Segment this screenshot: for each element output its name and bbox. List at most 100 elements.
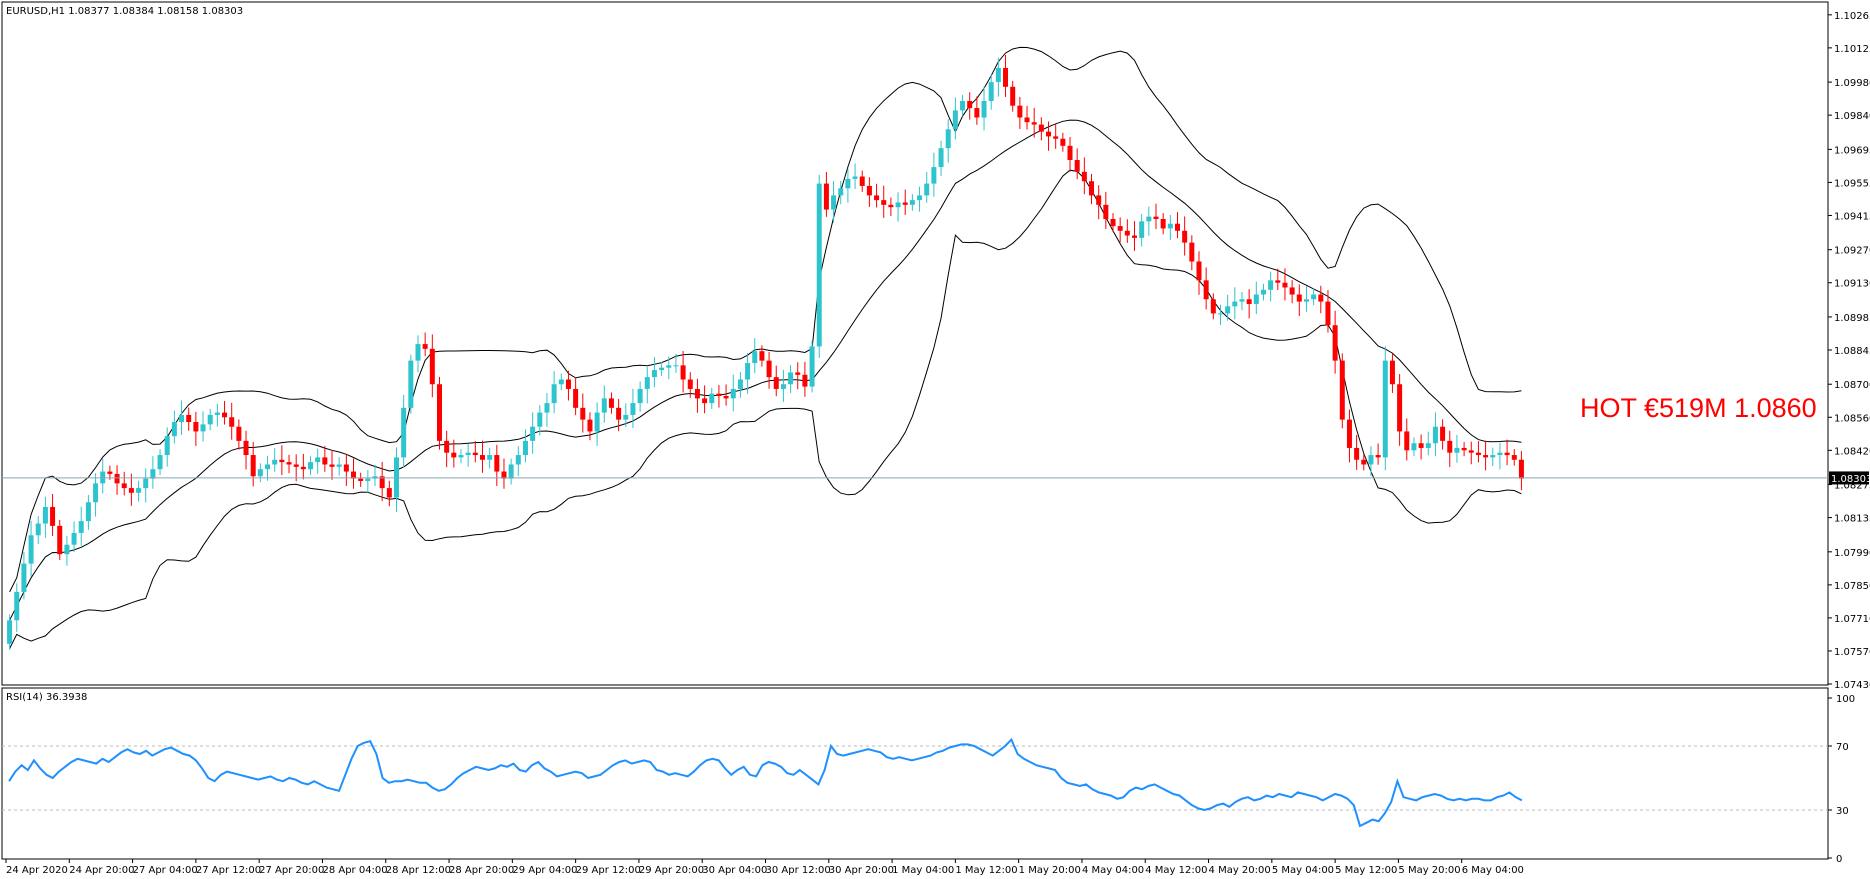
candle-body [766,360,772,378]
candle-body [1397,384,1403,432]
bb-middle-band [9,119,1522,621]
time-tick-label: 24 Apr 2020 [6,865,68,876]
candle-body [1103,204,1109,219]
candle-body [988,82,994,101]
candle-body [1017,105,1023,118]
candle-body [888,204,894,208]
candle-body [945,129,951,149]
rsi-series-line [8,737,1523,828]
price-tick-label: 1.07710 [1834,614,1870,625]
candle-body [709,393,715,404]
time-tick-label: 27 Apr 04:00 [133,865,198,876]
candle-body [1182,230,1188,243]
candle-body [1475,452,1481,456]
candle-body [1196,261,1202,281]
candle-body [1311,294,1317,300]
candle-body [1053,136,1059,139]
candle-body [1389,360,1395,385]
candle-body [938,148,944,168]
current-price-label: 1.08303 [1831,474,1870,485]
candle-body [57,525,63,555]
candle-body [909,200,915,205]
candle-body [952,110,958,130]
candle-body [1081,171,1087,182]
candle-body [1318,294,1324,302]
candle-body [1010,86,1016,106]
candle-body [1232,301,1238,307]
candle-body [150,469,156,479]
candle-body [1339,360,1345,420]
candle-body [401,407,407,458]
current-price-tag [1829,471,1869,485]
candle-body [530,426,536,441]
candle-body [1282,282,1288,288]
candle-body [694,388,700,399]
candle-body [1461,447,1467,451]
candle-body [1167,223,1173,229]
candle-body [852,176,858,179]
candle-body [1404,431,1410,451]
candle-body [608,398,614,408]
time-tick-label: 4 May 04:00 [1082,865,1144,876]
candle-body [494,455,500,472]
time-tick-label: 24 Apr 20:00 [69,865,134,876]
candle-body [322,457,328,465]
candle-body [386,488,392,498]
bb-upper-band [9,46,1522,593]
price-tick-label: 1.08560 [1834,413,1870,424]
candle-body [1174,223,1180,231]
candle-body [222,412,228,418]
time-tick-label: 30 Apr 04:00 [702,865,767,876]
candle-body [1418,443,1424,448]
chart-title: EURUSD,H1 1.08377 1.08384 1.08158 1.0830… [6,6,243,17]
candle-body [243,440,249,456]
candle-body [544,403,550,413]
candle-body [257,469,263,477]
candle-body [207,414,213,425]
candle-body [250,455,256,477]
candle-body [28,535,34,564]
candle-body [687,379,693,389]
candle-body [1024,117,1030,123]
rsi-title: RSI(14) 36.3938 [6,692,87,703]
candle-body [422,344,428,349]
candle-body [917,195,923,201]
price-tick-label: 1.08135 [1834,514,1870,525]
candle-body [1038,124,1044,132]
candle-body [279,459,285,463]
candle-body [1361,459,1367,465]
candle-body [644,377,650,389]
candle-body [981,100,987,118]
candle-body [831,195,837,210]
candle-body [501,471,507,479]
rsi-line [8,737,1523,828]
candle-body [1132,235,1138,238]
candle-body [1296,294,1302,302]
rsi-tick-label: 70 [1836,742,1849,753]
candle-body [444,440,450,453]
candle-body [866,185,872,196]
candle-body [673,365,679,367]
candle-body [580,407,586,420]
candle-body [1354,447,1360,460]
candle-body [924,183,930,196]
candle-body [1346,419,1352,448]
candle-body [436,384,442,441]
price-tick-label: 1.08275 [1834,481,1870,492]
candle-body [659,367,665,371]
rsi-tick-label: 100 [1836,694,1855,705]
bollinger-bands [9,46,1522,649]
price-tick-label: 1.10265 [1834,11,1870,22]
price-tick-label: 1.08845 [1834,346,1870,357]
time-tick-label: 30 Apr 20:00 [829,865,894,876]
candle-body [788,372,794,385]
hot-annotation: HOT €519M 1.0860 [1580,393,1817,423]
candle-body [623,414,629,420]
candle-body [472,452,478,456]
candle-body [1490,455,1496,458]
candle-body [336,464,342,467]
time-tick-label: 30 Apr 12:00 [766,865,831,876]
candle-body [265,464,271,470]
candle-body [1031,122,1037,125]
